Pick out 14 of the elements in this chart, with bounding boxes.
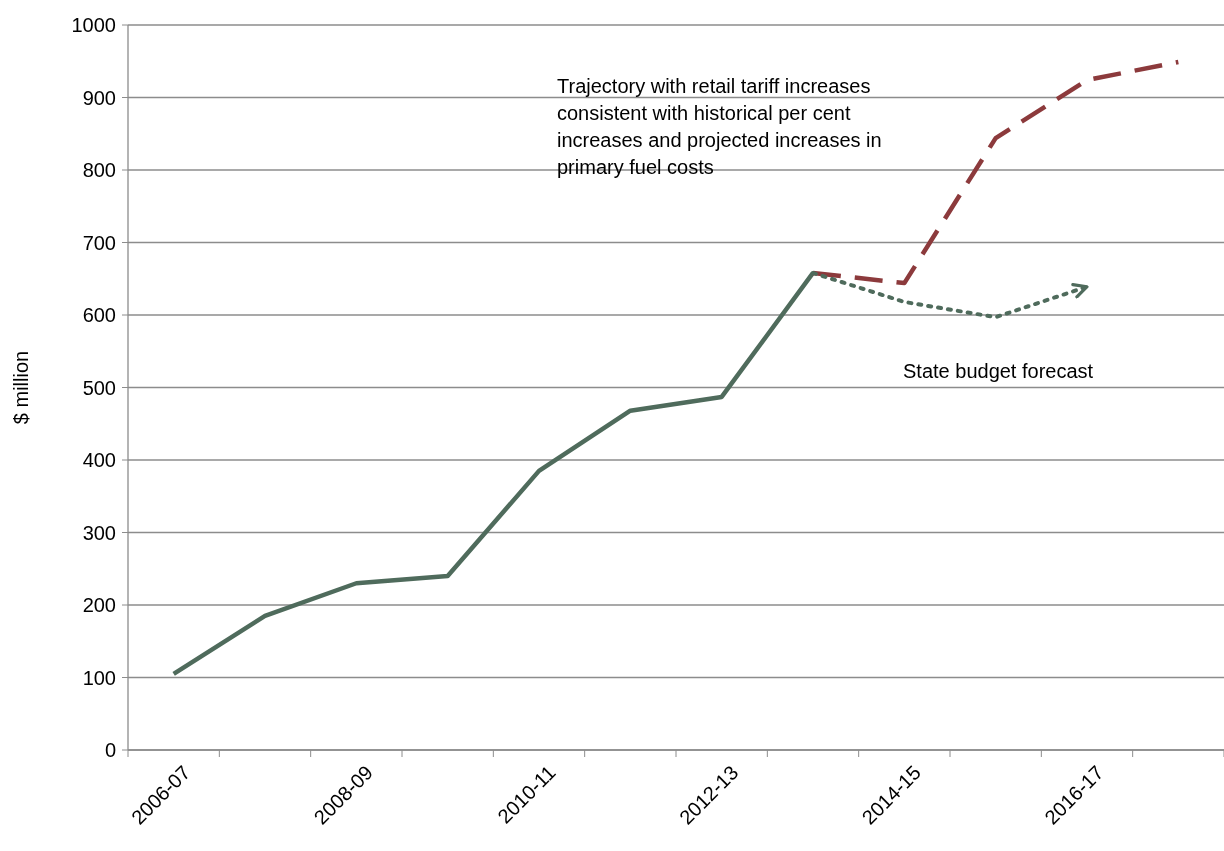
- y-tick-label: 1000: [71, 14, 116, 36]
- y-tick-label: 400: [82, 449, 116, 471]
- annotation: State budget forecast: [903, 360, 1094, 382]
- y-axis-title: $ million: [10, 350, 32, 425]
- y-tick-label: 800: [82, 159, 116, 181]
- y-tick-label: 200: [82, 594, 116, 616]
- y-tick-label: 500: [82, 376, 116, 399]
- y-tick-label: 100: [82, 666, 116, 689]
- y-tick-label: 300: [82, 521, 116, 544]
- y-tick-label: 900: [82, 86, 116, 109]
- y-tick-label: 0: [104, 739, 116, 761]
- y-tick-label: 700: [82, 231, 116, 254]
- y-tick-label: 600: [82, 304, 116, 326]
- annotation: Trajectory with retail tariff increases consistent with historical per cent increases and projected increases in primary fuel costs: [557, 75, 882, 178]
